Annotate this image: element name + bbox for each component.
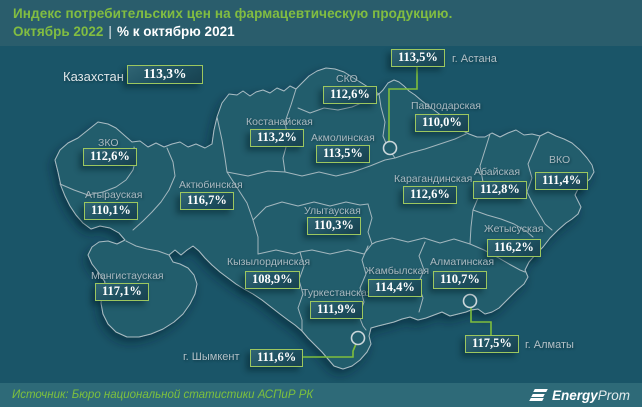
city-value-shymkent: 111,6% <box>250 349 304 367</box>
subtitle-comparison: % к октябрю 2021 <box>116 24 235 39</box>
region-label-aktobe: Актюбинская <box>179 179 243 191</box>
region-label-sko: СКО <box>336 73 358 85</box>
city-connectors <box>303 67 492 358</box>
region-border-line <box>472 209 534 238</box>
region-value-vko: 111,4% <box>535 172 589 190</box>
logo-text-light: Prom <box>597 387 630 403</box>
region-label-turkestan: Туркестанская <box>302 287 373 299</box>
region-border-line <box>469 243 526 273</box>
shymkent-marker <box>350 330 366 346</box>
region-label-kyzylorda: Кызылординская <box>227 256 311 268</box>
region-value-almaty-region: 110,7% <box>433 271 487 289</box>
region-border-line <box>367 203 377 245</box>
region-label-mangystau: Мангистауская <box>91 270 164 282</box>
region-value-kostanay: 113,2% <box>250 129 304 147</box>
astana-marker <box>382 140 398 156</box>
city-value-almaty: 117,5% <box>465 335 519 353</box>
region-border-line <box>358 245 369 331</box>
region-value-akmola: 113,5% <box>316 145 370 163</box>
region-value-sko: 112,6% <box>323 86 377 104</box>
region-border-line <box>257 243 373 255</box>
region-label-zhambyl: Жамбылская <box>365 265 430 277</box>
region-label-kostanay: Костанайская <box>246 116 313 128</box>
region-label-zhetysu: Жетысуская <box>484 223 544 235</box>
logo-text-bold: Energy <box>551 387 598 403</box>
energyprom-logo: EnergyProm <box>529 388 630 403</box>
shymkent-connector-line <box>303 343 357 358</box>
region-value-mangystau: 117,1% <box>95 283 149 301</box>
region-border-line <box>216 116 228 173</box>
region-value-kyzylorda: 108,9% <box>245 271 300 289</box>
region-value-abai: 112,8% <box>473 181 527 199</box>
region-label-pavlodar: Павлодарская <box>411 100 481 112</box>
subtitle-separator: | <box>108 24 112 39</box>
region-border-line <box>375 237 471 245</box>
region-label-almaty-region: Алматинская <box>430 256 495 268</box>
region-label-karaganda: Карагандинская <box>394 173 473 185</box>
region-value-ulytau: 110,3% <box>307 217 361 235</box>
city-markers <box>350 140 478 346</box>
region-value-pavlodar: 110,0% <box>415 114 469 132</box>
energyprom-logo-icon <box>529 388 548 401</box>
region-border-line <box>252 201 369 221</box>
region-border-line <box>132 147 176 231</box>
page-title: Индекс потребительских цен на фармацевти… <box>13 6 453 21</box>
region-value-zhetysu: 116,2% <box>487 239 541 257</box>
region-value-turkestan: 111,9% <box>310 301 364 319</box>
city-label-shymkent: г. Шымкент <box>183 351 240 363</box>
country-label: Казахстан <box>63 69 124 84</box>
region-label-zko: ЗКО <box>98 137 119 149</box>
region-border-line <box>226 170 286 177</box>
city-label-astana: г. Астана <box>452 53 497 65</box>
region-border-line <box>297 251 305 332</box>
energyprom-logo-text: EnergyProm <box>552 388 630 403</box>
subtitle-period: Октябрь 2022 <box>13 24 104 39</box>
region-border-line <box>394 133 467 159</box>
page-subtitle: Октябрь 2022 | % к октябрю 2021 <box>13 24 642 39</box>
almaty-marker <box>462 293 478 309</box>
region-value-zko: 112,6% <box>83 148 137 166</box>
almaty-connector-line <box>470 308 492 336</box>
region-border-line <box>284 157 396 177</box>
region-value-zhambyl: 114,4% <box>368 279 422 297</box>
region-label-abai: Абайская <box>474 166 521 178</box>
region-borders <box>59 88 553 332</box>
city-value-astana: 113,5% <box>391 49 445 67</box>
region-value-aktobe: 116,7% <box>180 192 234 210</box>
region-border-line <box>125 240 170 256</box>
region-value-atyrau: 110,1% <box>84 202 138 220</box>
region-label-akmola: Акмолинская <box>311 132 375 144</box>
header: Индекс потребительских цен на фармацевти… <box>0 0 642 46</box>
region-label-atyrau: Атырауская <box>85 189 143 201</box>
footer: Источник: Бюро национальной статистики А… <box>0 383 642 407</box>
astana-connector-line <box>388 67 418 142</box>
region-label-vko: ВКО <box>549 154 571 166</box>
country-value-box: 113,3% <box>127 65 203 84</box>
region-border-line <box>417 241 426 313</box>
region-value-karaganda: 112,6% <box>403 186 457 204</box>
source-note: Источник: Бюро национальной статистики А… <box>12 389 314 401</box>
region-border-line <box>526 135 553 231</box>
region-label-ulytau: Улытауская <box>304 205 361 217</box>
city-label-almaty: г. Алматы <box>525 339 574 351</box>
